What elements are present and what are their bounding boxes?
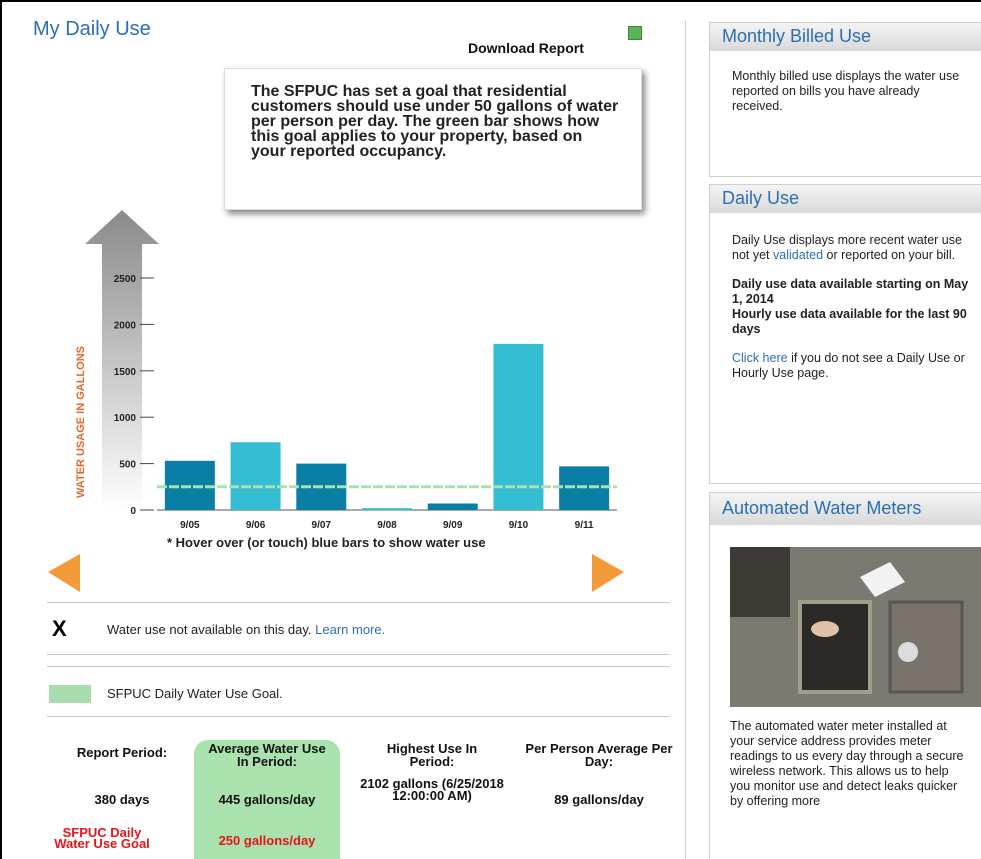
- panel-body: Daily Use displays more recent water use…: [710, 213, 981, 381]
- summary-value: 2102 gallons (6/25/2018 12:00:00 AM): [360, 776, 504, 803]
- next-arrow[interactable]: [592, 554, 624, 592]
- x-tick-label: 9/09: [443, 520, 463, 531]
- meters-panel: Automated Water Meters The automated wat…: [709, 492, 981, 859]
- click-here-link[interactable]: Click here: [732, 351, 788, 365]
- summary-header: Average Water Use In Period:: [208, 741, 326, 769]
- y-tick-label: 2000: [114, 320, 137, 331]
- goal-note: The SFPUC has set a goal that residentia…: [224, 68, 642, 210]
- panel-bold: Hourly use data available for the last 9…: [732, 307, 967, 336]
- panel-text: or reported on your bill.: [826, 248, 956, 262]
- unavailable-text: Water use not available on this day.: [107, 622, 312, 637]
- summary-value: 380 days: [94, 792, 150, 807]
- y-tick-label: 2500: [114, 274, 137, 285]
- summary-header: Highest Use In Period:: [386, 741, 478, 769]
- x-tick-label: 9/06: [246, 520, 266, 531]
- x-tick-label: 9/11: [575, 520, 594, 531]
- goal-swatch: [49, 685, 91, 703]
- panel-text: if you do not see a Daily Use or Hourly …: [732, 351, 965, 380]
- divider: [47, 716, 670, 717]
- summary-value: 89 gallons/day: [554, 792, 644, 807]
- meter-photo: [730, 547, 981, 707]
- x-tick-label: 9/07: [312, 520, 332, 531]
- excel-icon[interactable]: [628, 26, 642, 40]
- learn-more-link[interactable]: Learn more.: [315, 622, 386, 637]
- separator: [685, 20, 686, 859]
- y-tick-label: 500: [119, 460, 136, 471]
- y-tick-label: 0: [130, 506, 136, 517]
- bar: [362, 508, 412, 511]
- divider: [47, 602, 670, 603]
- average-highlight: [194, 740, 340, 859]
- y-tick-label: 1500: [114, 367, 137, 378]
- x-tick-label: 9/05: [180, 520, 200, 531]
- goal-label: SFPUC Daily Water Use Goal: [54, 825, 150, 851]
- bar: [230, 442, 281, 510]
- divider: [47, 666, 670, 667]
- y-axis-label: WATER USAGE IN GALLONS: [75, 346, 87, 498]
- validated-link[interactable]: validated: [773, 248, 824, 262]
- panel-bold: Daily use data available starting on May…: [732, 277, 969, 306]
- monthly-panel: Monthly Billed Use Monthly billed use di…: [709, 22, 981, 177]
- panel-title: Monthly Billed Use: [710, 23, 981, 51]
- panel-title: Automated Water Meters: [710, 493, 981, 525]
- unavailable-mark: X: [52, 616, 67, 641]
- daily-panel: Daily Use Daily Use displays more recent…: [709, 184, 981, 484]
- panel-text: The automated water meter installed at y…: [730, 719, 964, 808]
- summary-header: Report Period:: [76, 745, 168, 760]
- y-tick-label: 1000: [114, 413, 137, 424]
- chart: WATER USAGE IN GALLONS * Hover over (or …: [48, 210, 624, 592]
- prev-arrow[interactable]: [48, 554, 80, 592]
- bar: [493, 343, 544, 510]
- summary-header: Per Person Average Per Day:: [525, 741, 673, 769]
- chart-footnote: * Hover over (or touch) blue bars to sho…: [167, 535, 486, 550]
- summary-value: 445 gallons/day: [218, 792, 316, 807]
- axis-arrow: [85, 210, 159, 510]
- x-tick-label: 9/08: [377, 520, 397, 531]
- download-report[interactable]: Download Report: [468, 40, 584, 56]
- x-tick-label: 9/10: [509, 520, 529, 531]
- bar: [427, 503, 478, 510]
- panel-title: Daily Use: [710, 185, 981, 213]
- page-title: My Daily Use: [33, 18, 151, 40]
- panel-text: Daily Use displays more recent water use…: [732, 233, 962, 262]
- unavailable-legend: Water use not available on this day. Lea…: [107, 622, 385, 637]
- goal-value: 250 gallons/day: [218, 833, 316, 848]
- divider: [47, 654, 670, 655]
- panel-text: Monthly billed use displays the water us…: [732, 69, 960, 113]
- goal-legend: SFPUC Daily Water Use Goal.: [107, 686, 283, 701]
